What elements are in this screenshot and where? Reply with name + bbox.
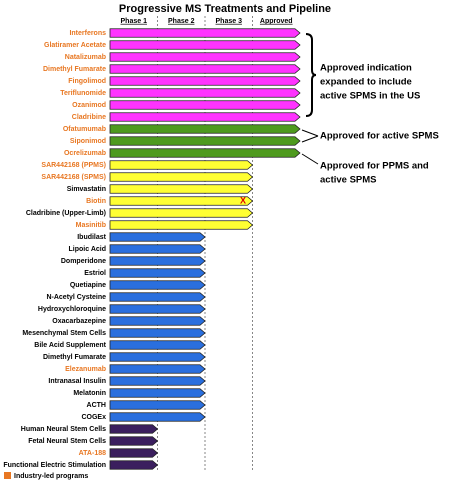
annotation: Approved indication <box>320 63 412 74</box>
drug-label: Siponimod <box>70 138 106 145</box>
pipeline-bar <box>109 436 159 446</box>
drug-label: Fingolimod <box>68 78 106 85</box>
pipeline-bar <box>109 196 254 206</box>
drug-label: Oxacarbazepine <box>52 318 106 325</box>
pipeline-bar <box>109 88 301 98</box>
pipeline-bar <box>109 376 206 386</box>
drug-label: Hydroxychloroquine <box>38 306 106 313</box>
drug-label: Natalizumab <box>65 54 106 61</box>
drug-label: Dimethyl Fumarate <box>43 66 106 73</box>
pointer <box>301 129 319 137</box>
drug-label: ATA-188 <box>79 450 106 457</box>
pipeline-bar <box>109 460 159 470</box>
drug-label: Ocrelizumab <box>64 150 106 157</box>
pipeline-bar <box>109 388 206 398</box>
pipeline-bar <box>109 112 301 122</box>
phase-header: Phase 2 <box>168 18 195 25</box>
pipeline-bar <box>109 364 206 374</box>
bracket <box>305 33 317 117</box>
drug-label: Interferons <box>69 30 106 37</box>
drug-label: Masinitib <box>76 222 106 229</box>
legend-swatch <box>4 472 11 479</box>
drug-label: Mesenchymal Stem Cells <box>22 330 106 337</box>
pipeline-bar <box>109 40 301 50</box>
pipeline-bar <box>109 316 206 326</box>
annotation: expanded to include <box>320 77 412 88</box>
pipeline-bar <box>109 208 254 218</box>
failed-marker: X <box>240 195 246 205</box>
phase-header: Approved <box>260 18 293 25</box>
drug-label: Glatiramer Acetate <box>44 42 106 49</box>
pipeline-bar <box>109 184 254 194</box>
pointer <box>301 135 319 143</box>
phase-header: Phase 1 <box>121 18 148 25</box>
annotation: active SPMS <box>320 175 377 186</box>
drug-label: Lipoic Acid <box>69 246 106 253</box>
pipeline-bar <box>109 352 206 362</box>
drug-label: Intranasal Insulin <box>48 378 106 385</box>
drug-label: ACTH <box>87 402 106 409</box>
drug-label: SAR442168 (SPMS) <box>41 174 106 181</box>
drug-label: Bile Acid Supplement <box>34 342 106 349</box>
drug-label: Human Neural Stem Cells <box>21 426 106 433</box>
drug-label: Domperidone <box>61 258 106 265</box>
drug-label: Dimethyl Fumarate <box>43 354 106 361</box>
pipeline-bar <box>109 64 301 74</box>
drug-label: Ofatumumab <box>63 126 106 133</box>
pipeline-bar <box>109 124 301 134</box>
drug-label: Estriol <box>84 270 106 277</box>
pipeline-bar <box>109 340 206 350</box>
drug-label: COGEx <box>81 414 106 421</box>
annotation: active SPMS in the US <box>320 91 420 102</box>
pipeline-bar <box>109 172 254 182</box>
pipeline-bar <box>109 280 206 290</box>
pipeline-bar <box>109 220 254 230</box>
drug-label: Ibudilast <box>77 234 106 241</box>
drug-label: Functional Electric Stimulation <box>3 462 106 469</box>
drug-label: N-Acetyl Cysteine <box>46 294 106 301</box>
pipeline-bar <box>109 244 206 254</box>
pipeline-bar <box>109 268 206 278</box>
phase-header: Phase 3 <box>216 18 243 25</box>
pipeline-bar <box>109 328 206 338</box>
drug-label: Fetal Neural Stem Cells <box>28 438 106 445</box>
pipeline-bar <box>109 256 206 266</box>
pipeline-bar <box>109 148 301 158</box>
pipeline-bar <box>109 76 301 86</box>
pointer <box>301 153 319 165</box>
drug-label: Biotin <box>86 198 106 205</box>
drug-label: Cladribine (Upper-Limb) <box>26 210 106 217</box>
drug-label: Simvastatin <box>67 186 106 193</box>
pipeline-bar <box>109 292 206 302</box>
pipeline-bar <box>109 232 206 242</box>
pipeline-bar <box>109 424 159 434</box>
drug-label: Quetiapine <box>70 282 106 289</box>
drug-label: Ozanimod <box>72 102 106 109</box>
drug-label: Teriflunomide <box>60 90 106 97</box>
pipeline-bar <box>109 52 301 62</box>
pipeline-bar <box>109 160 254 170</box>
drug-label: SAR442168 (PPMS) <box>41 162 106 169</box>
drug-label: Melatonin <box>73 390 106 397</box>
legend-label: Industry-led programs <box>14 473 88 480</box>
pipeline-bar <box>109 100 301 110</box>
pipeline-bar <box>109 448 159 458</box>
annotation: Approved for active SPMS <box>320 131 439 142</box>
pipeline-bar <box>109 412 206 422</box>
pipeline-bar <box>109 136 301 146</box>
drug-label: Elezanumab <box>65 366 106 373</box>
pipeline-bar <box>109 304 206 314</box>
pipeline-bar <box>109 28 301 38</box>
title: Progressive MS Treatments and Pipeline <box>119 3 331 15</box>
annotation: Approved for PPMS and <box>320 161 429 172</box>
drug-label: Cladribine <box>72 114 106 121</box>
pipeline-bar <box>109 400 206 410</box>
